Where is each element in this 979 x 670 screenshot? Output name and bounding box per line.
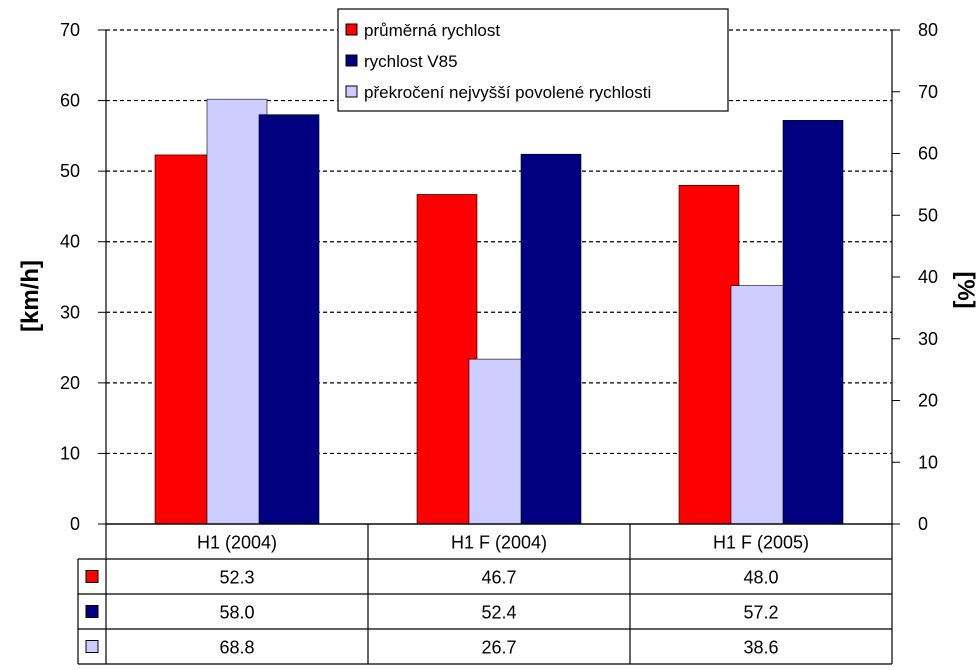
y-axis-title: [km/h] [17, 260, 44, 332]
bar [154, 154, 216, 525]
y2-axis-ticks: 0 10 20 30 40 50 60 70 80 [892, 20, 938, 534]
y2-tick-label: 30 [918, 329, 938, 349]
x-category-label: H1 F (2004) [451, 533, 547, 553]
y2-tick-label: 70 [918, 82, 938, 102]
legend-box [337, 8, 729, 112]
table-legend-key [85, 640, 99, 653]
y-tick-label: 70 [60, 20, 80, 40]
legend-swatch [345, 54, 358, 67]
y-tick-label: 30 [60, 302, 80, 322]
y-axis-ticks: 0 10 20 30 40 50 60 70 [60, 20, 106, 534]
y2-tick-label: 80 [918, 20, 938, 40]
data-label: 57.2 [743, 603, 778, 623]
data-label: 68.8 [219, 638, 254, 658]
y-tick-label: 60 [60, 91, 80, 111]
bar [678, 184, 740, 525]
data-label: 48.0 [743, 568, 778, 588]
legend-label: průměrná rychlost [364, 21, 500, 40]
bar [520, 153, 582, 525]
y2-tick-label: 50 [918, 205, 938, 225]
table-legend-key [85, 570, 99, 583]
y-tick-label: 10 [60, 443, 80, 463]
y2-axis-title: [%] [952, 271, 979, 308]
bar [258, 114, 320, 525]
y2-tick-label: 40 [918, 267, 938, 287]
bar [730, 285, 792, 525]
y2-tick-label: 0 [918, 514, 928, 534]
data-label: 52.4 [481, 603, 516, 623]
legend-swatch [345, 23, 358, 36]
legend-label: rychlost V85 [364, 52, 458, 71]
data-label: 46.7 [481, 568, 516, 588]
data-table: H1 (2004) H1 F (2004) H1 F (2005) 52.3 46.7 4… [77, 523, 893, 665]
y2-tick-label: 60 [918, 144, 938, 164]
bar [782, 120, 844, 525]
legend-swatch [345, 85, 358, 98]
legend: průměrná rychlost rychlost V85 překročení … [337, 8, 729, 112]
y2-tick-label: 10 [918, 452, 938, 472]
y-tick-label: 20 [60, 373, 80, 393]
table-legend-key [85, 605, 99, 618]
y2-tick-label: 20 [918, 391, 938, 411]
data-label: 58.0 [219, 603, 254, 623]
bar [206, 98, 268, 525]
bars [154, 98, 844, 525]
x-category-label: H1 F (2005) [713, 533, 809, 553]
legend-label: překročení nejvyšší povolené rychlosti [364, 83, 651, 102]
bar [416, 194, 478, 525]
y-tick-label: 0 [70, 514, 80, 534]
data-label: 52.3 [219, 568, 254, 588]
y-tick-label: 40 [60, 232, 80, 252]
data-label: 26.7 [481, 638, 516, 658]
x-category-label: H1 (2004) [197, 533, 277, 553]
y-tick-label: 50 [60, 161, 80, 181]
bar [468, 358, 530, 525]
data-label: 38.6 [743, 638, 778, 658]
